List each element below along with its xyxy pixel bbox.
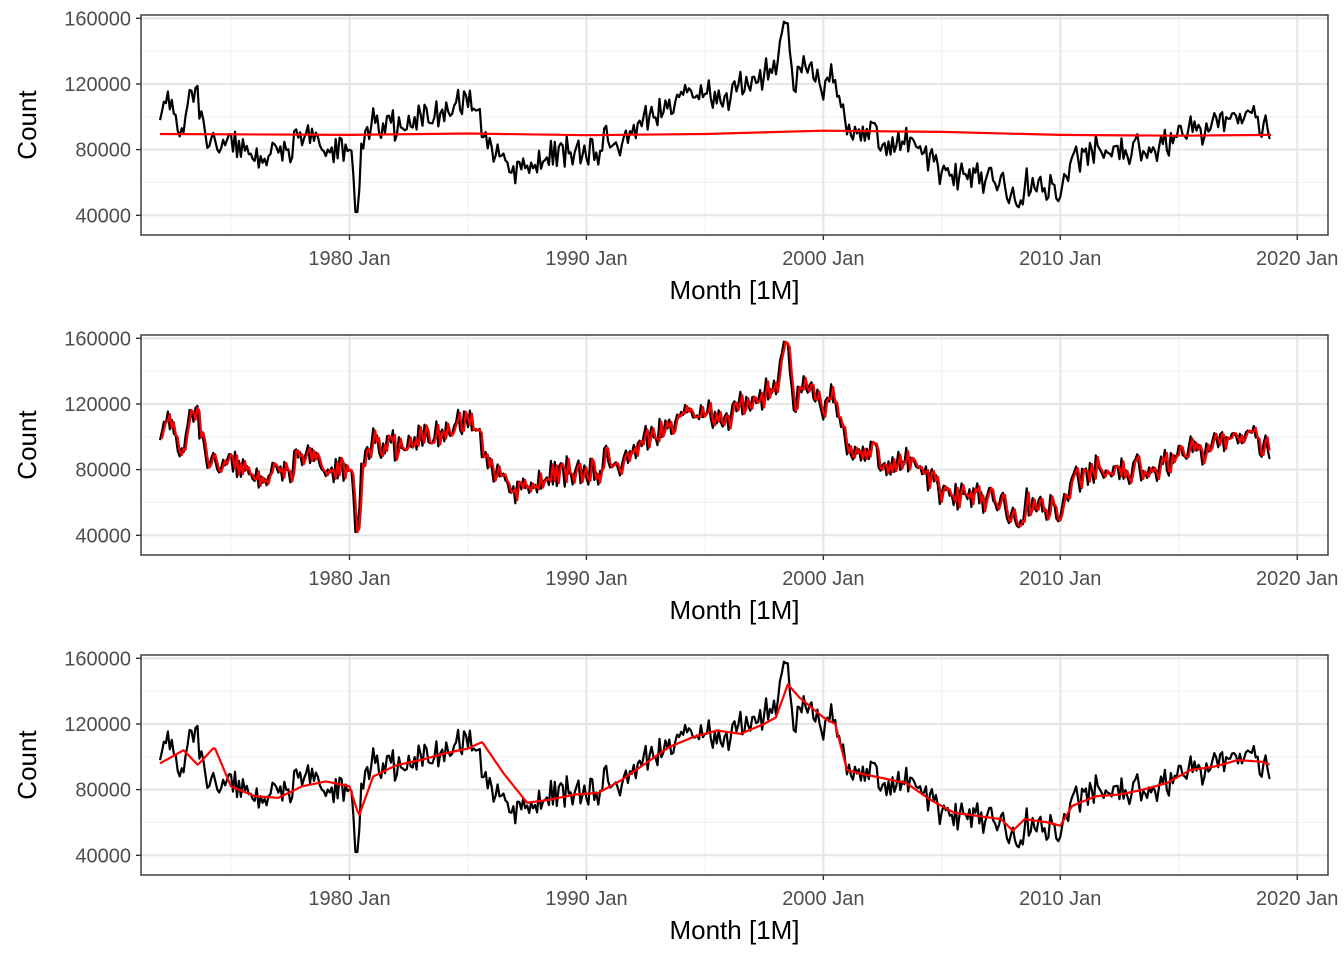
y-tick-label: 160000 <box>64 328 131 350</box>
chart-panel-1: 40000 80000 120000 160000 1980 Jan 1990 Jan 20… <box>12 8 1338 305</box>
plot-background <box>141 655 1328 875</box>
x-tick-label: 2010 Jan <box>1019 888 1101 910</box>
plot-background <box>141 15 1328 235</box>
y-axis-title: Count <box>12 410 42 480</box>
y-tick-label: 160000 <box>64 648 131 670</box>
y-tick-label: 120000 <box>64 394 131 416</box>
x-tick-label: 2020 Jan <box>1256 248 1338 270</box>
y-tick-label: 80000 <box>75 780 131 802</box>
x-tick-label: 2010 Jan <box>1019 248 1101 270</box>
x-tick-label: 2020 Jan <box>1256 568 1338 590</box>
x-tick-label: 2000 Jan <box>782 568 864 590</box>
x-tick-label: 1990 Jan <box>545 248 627 270</box>
x-tick-label: 1980 Jan <box>308 888 390 910</box>
y-tick-label: 160000 <box>64 8 131 30</box>
x-tick-label: 2020 Jan <box>1256 888 1338 910</box>
y-tick-label: 120000 <box>64 74 131 96</box>
series-fitted-line <box>159 129 1272 137</box>
x-tick-label: 2000 Jan <box>782 248 864 270</box>
y-tick-label: 120000 <box>64 714 131 736</box>
series-fitted-line <box>160 340 1271 534</box>
x-tick-label: 1980 Jan <box>308 248 390 270</box>
series-fitted-line <box>159 683 1270 832</box>
chart-panel-3: 40000 80000 120000 160000 1980 Jan 1990 Jan 20… <box>12 648 1338 945</box>
y-tick-label: 80000 <box>75 140 131 162</box>
y-tick-label: 80000 <box>75 460 131 482</box>
x-axis-title: Month [1M] <box>669 915 799 945</box>
y-tick-label: 40000 <box>75 205 131 227</box>
plot-frame <box>140 654 1329 876</box>
x-tick-label: 2010 Jan <box>1019 568 1101 590</box>
y-axis-title: Count <box>12 730 42 800</box>
plot-frame <box>140 334 1329 556</box>
plot-background <box>141 335 1328 555</box>
series-observed-line <box>158 20 1271 214</box>
x-axis-title: Month [1M] <box>669 595 799 625</box>
chart-panel-2: 40000 80000 120000 160000 1980 Jan 1990 Jan 20… <box>12 328 1338 625</box>
y-axis-title: Count <box>12 90 42 160</box>
y-tick-label: 40000 <box>75 845 131 867</box>
plot-frame <box>140 14 1329 236</box>
y-tick-label: 40000 <box>75 525 131 547</box>
x-axis-title: Month [1M] <box>669 275 799 305</box>
x-tick-label: 2000 Jan <box>782 888 864 910</box>
x-tick-label: 1990 Jan <box>545 888 627 910</box>
x-tick-label: 1990 Jan <box>545 568 627 590</box>
x-tick-label: 1980 Jan <box>308 568 390 590</box>
